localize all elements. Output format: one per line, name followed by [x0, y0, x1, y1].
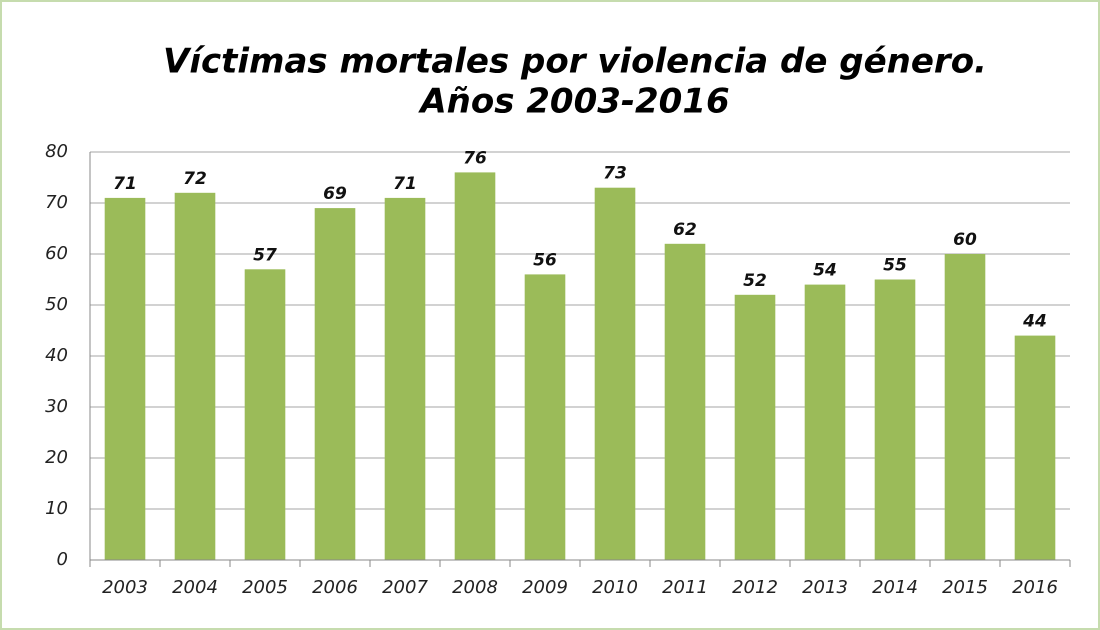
- x-tick-label: 2007: [382, 577, 428, 598]
- y-tick-label: 60: [45, 243, 68, 264]
- x-tick-label: 2013: [802, 577, 848, 598]
- data-label: 72: [183, 169, 207, 189]
- data-label: 55: [883, 256, 907, 276]
- bar: [454, 172, 496, 560]
- x-tick-label: 2004: [172, 577, 218, 598]
- bar: [874, 279, 916, 560]
- x-tick-label: 2009: [522, 577, 568, 598]
- bar: [734, 294, 776, 560]
- y-tick-label: 10: [45, 498, 68, 519]
- data-label: 62: [673, 220, 697, 240]
- bar: [944, 254, 986, 560]
- bar: [1014, 335, 1056, 560]
- bar: [524, 274, 566, 560]
- x-tick-label: 2015: [942, 577, 988, 598]
- bar: [244, 269, 286, 560]
- data-label: 71: [113, 174, 137, 194]
- y-tick-label: 50: [45, 294, 68, 315]
- x-tick-label: 2008: [452, 577, 498, 598]
- y-tick-label: 20: [45, 447, 68, 468]
- bar: [664, 243, 706, 561]
- data-label: 57: [253, 245, 277, 265]
- y-tick-label: 70: [45, 192, 68, 213]
- data-label: 73: [603, 164, 627, 184]
- y-tick-label: 0: [57, 549, 68, 570]
- x-tick-label: 2014: [872, 577, 918, 598]
- y-tick-label: 30: [45, 396, 68, 417]
- x-tick-label: 2011: [662, 577, 708, 598]
- data-label: 44: [1022, 312, 1047, 332]
- bar: [104, 197, 146, 560]
- data-label: 52: [743, 271, 767, 291]
- x-tick-label: 2006: [312, 577, 358, 598]
- chart-subtitle: Años 2003-2016: [417, 82, 729, 122]
- bar: [804, 284, 846, 560]
- bar: [594, 187, 636, 560]
- chart-title: Víctimas mortales por violencia de géner…: [163, 42, 987, 82]
- data-label: 76: [463, 148, 487, 168]
- bar: [384, 197, 426, 560]
- y-tick-label: 80: [45, 141, 68, 162]
- data-label: 54: [813, 261, 837, 281]
- data-label: 56: [533, 250, 557, 270]
- x-tick-label: 2003: [102, 577, 148, 598]
- x-tick-label: 2012: [732, 577, 778, 598]
- x-tick-label: 2005: [242, 577, 288, 598]
- bar: [314, 208, 356, 560]
- data-label: 71: [393, 174, 417, 194]
- x-tick-label: 2016: [1012, 577, 1058, 598]
- bar: [174, 192, 216, 561]
- data-label: 69: [323, 184, 347, 204]
- x-tick-label: 2010: [592, 577, 638, 598]
- data-label: 60: [953, 230, 977, 250]
- y-tick-label: 40: [45, 345, 68, 366]
